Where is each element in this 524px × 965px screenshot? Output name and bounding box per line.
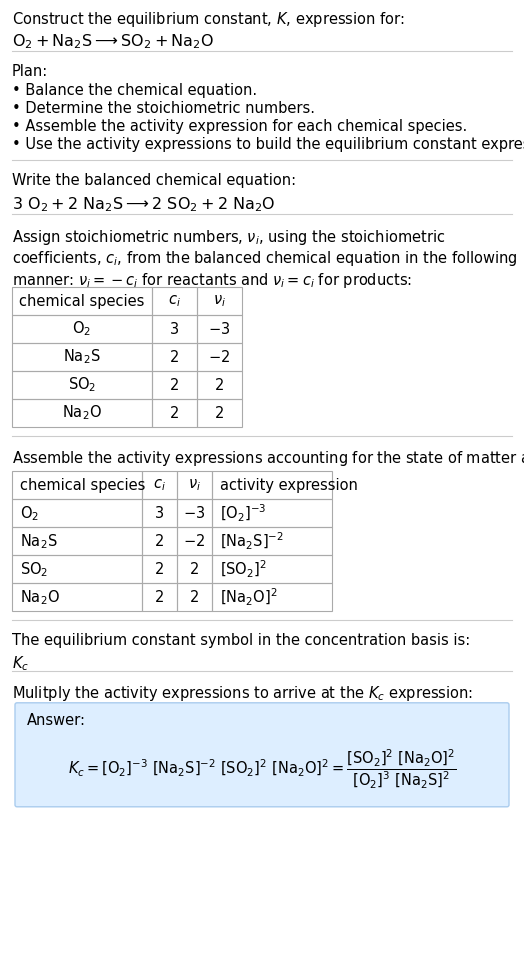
Bar <box>197 372 242 400</box>
Bar <box>152 400 197 427</box>
Text: $\mathrm{O_2}$: $\mathrm{O_2}$ <box>20 504 39 523</box>
FancyBboxPatch shape <box>15 703 509 807</box>
Text: • Assemble the activity expression for each chemical species.: • Assemble the activity expression for e… <box>12 119 467 134</box>
Bar <box>212 583 332 611</box>
Text: $[\mathrm{Na_2O}]^{2}$: $[\mathrm{Na_2O}]^{2}$ <box>220 587 278 608</box>
Bar <box>177 583 212 611</box>
Bar <box>212 555 332 583</box>
Bar <box>177 499 212 527</box>
Text: 2: 2 <box>170 349 179 365</box>
Bar <box>12 555 142 583</box>
Bar <box>177 527 212 555</box>
Text: • Use the activity expressions to build the equilibrium constant expression.: • Use the activity expressions to build … <box>12 137 524 152</box>
Text: chemical species: chemical species <box>20 478 145 493</box>
Bar <box>197 288 242 316</box>
Text: Mulitply the activity expressions to arrive at the $K_c$ expression:: Mulitply the activity expressions to arr… <box>12 684 473 703</box>
Text: 2: 2 <box>170 405 179 421</box>
Bar <box>197 400 242 427</box>
Bar <box>197 344 242 372</box>
Bar <box>142 499 177 527</box>
Text: $\nu_i$: $\nu_i$ <box>188 478 201 493</box>
Text: 2: 2 <box>155 562 164 577</box>
Bar <box>142 555 177 583</box>
Bar <box>12 316 152 344</box>
Text: $\mathrm{Na_2O}$: $\mathrm{Na_2O}$ <box>62 403 102 423</box>
Text: $[\mathrm{Na_2S}]^{-2}$: $[\mathrm{Na_2S}]^{-2}$ <box>220 531 284 552</box>
Bar <box>142 471 177 499</box>
Text: $\mathrm{Na_2S}$: $\mathrm{Na_2S}$ <box>63 347 101 367</box>
Bar <box>152 316 197 344</box>
Text: $-2$: $-2$ <box>209 349 231 365</box>
Text: 2: 2 <box>155 590 164 605</box>
Bar <box>212 499 332 527</box>
Text: 2: 2 <box>190 590 199 605</box>
Text: 3: 3 <box>170 321 179 337</box>
Text: 3: 3 <box>155 506 164 521</box>
Text: $\mathrm{Na_2S}$: $\mathrm{Na_2S}$ <box>20 532 58 551</box>
Text: $\mathrm{Na_2O}$: $\mathrm{Na_2O}$ <box>20 588 60 607</box>
Bar <box>12 471 142 499</box>
Text: $[\mathrm{O_2}]^{-3}$: $[\mathrm{O_2}]^{-3}$ <box>220 503 266 524</box>
Text: Plan:: Plan: <box>12 65 48 79</box>
Text: Write the balanced chemical equation:: Write the balanced chemical equation: <box>12 173 296 188</box>
Text: $\mathrm{SO_2}$: $\mathrm{SO_2}$ <box>68 375 96 395</box>
Bar <box>12 499 142 527</box>
Bar <box>152 288 197 316</box>
Text: • Determine the stoichiometric numbers.: • Determine the stoichiometric numbers. <box>12 101 315 116</box>
Text: The equilibrium constant symbol in the concentration basis is:: The equilibrium constant symbol in the c… <box>12 633 470 648</box>
Text: Construct the equilibrium constant, $K$, expression for:: Construct the equilibrium constant, $K$,… <box>12 10 405 29</box>
Text: $\mathrm{O_2}$: $\mathrm{O_2}$ <box>72 319 92 339</box>
Bar <box>197 316 242 344</box>
Text: $\mathrm{3\ O_2 + 2\ Na_2S \longrightarrow 2\ SO_2 + 2\ Na_2O}$: $\mathrm{3\ O_2 + 2\ Na_2S \longrightarr… <box>12 195 276 214</box>
Text: $\nu_i$: $\nu_i$ <box>213 293 226 309</box>
Bar <box>152 372 197 400</box>
Bar <box>12 288 152 316</box>
Bar <box>12 400 152 427</box>
Text: chemical species: chemical species <box>19 293 145 309</box>
Text: 2: 2 <box>170 377 179 393</box>
Text: $-3$: $-3$ <box>183 506 205 521</box>
Text: $\mathrm{O_2 + Na_2S \longrightarrow SO_2 + Na_2O}$: $\mathrm{O_2 + Na_2S \longrightarrow SO_… <box>12 32 214 51</box>
Bar <box>177 555 212 583</box>
Bar <box>12 583 142 611</box>
Text: Answer:: Answer: <box>27 713 86 728</box>
Text: activity expression: activity expression <box>220 478 358 493</box>
Text: • Balance the chemical equation.: • Balance the chemical equation. <box>12 83 257 98</box>
Text: $K_c$: $K_c$ <box>12 654 29 673</box>
Text: $\mathrm{SO_2}$: $\mathrm{SO_2}$ <box>20 560 48 579</box>
Text: 2: 2 <box>215 405 224 421</box>
Bar <box>12 527 142 555</box>
Bar <box>12 372 152 400</box>
Text: 2: 2 <box>155 534 164 549</box>
Text: Assign stoichiometric numbers, $\nu_i$, using the stoichiometric coefficients, $: Assign stoichiometric numbers, $\nu_i$, … <box>12 228 518 290</box>
Text: $c_i$: $c_i$ <box>168 293 181 309</box>
Bar <box>212 527 332 555</box>
Text: 2: 2 <box>190 562 199 577</box>
Text: $[\mathrm{SO_2}]^{2}$: $[\mathrm{SO_2}]^{2}$ <box>220 559 267 580</box>
Bar <box>142 527 177 555</box>
Text: $-2$: $-2$ <box>183 534 205 549</box>
Text: $c_i$: $c_i$ <box>153 478 166 493</box>
Text: Assemble the activity expressions accounting for the state of matter and $\nu_i$: Assemble the activity expressions accoun… <box>12 449 524 468</box>
Text: $K_c = [\mathrm{O_2}]^{-3}\ [\mathrm{Na_2S}]^{-2}\ [\mathrm{SO_2}]^{2}\ [\mathrm: $K_c = [\mathrm{O_2}]^{-3}\ [\mathrm{Na_… <box>68 748 456 791</box>
Bar <box>12 344 152 372</box>
Text: $-3$: $-3$ <box>209 321 231 337</box>
Bar <box>142 583 177 611</box>
Text: 2: 2 <box>215 377 224 393</box>
Bar <box>177 471 212 499</box>
Bar <box>152 344 197 372</box>
Bar <box>212 471 332 499</box>
